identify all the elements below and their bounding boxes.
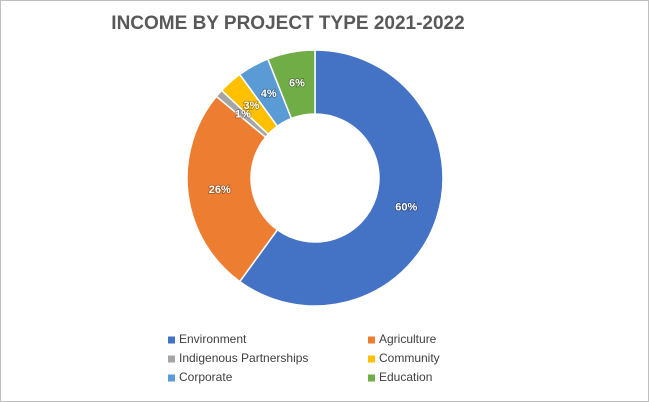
data-label: 6% — [289, 78, 305, 90]
chart-title: INCOME BY PROJECT TYPE 2021-2022 — [111, 13, 464, 34]
legend-label: Indigenous Partnerships — [179, 351, 308, 365]
legend-marker — [168, 374, 175, 382]
legend-marker — [368, 336, 375, 344]
data-label: 60% — [395, 202, 417, 214]
donut-slice — [266, 49, 316, 120]
data-label: 26% — [209, 184, 231, 196]
data-label: 3% — [244, 100, 260, 112]
legend-label: Community — [379, 351, 440, 365]
legend-marker — [168, 336, 175, 344]
legend-label: Corporate — [179, 370, 233, 384]
legend-label: Environment — [179, 332, 247, 346]
legend-label: Education — [379, 370, 432, 384]
donut-slice — [238, 49, 444, 307]
legend-label: Agriculture — [379, 332, 437, 346]
data-label: 4% — [261, 88, 277, 100]
data-label: 1% — [235, 108, 251, 120]
legend-marker — [368, 374, 375, 382]
legend-marker — [168, 355, 175, 363]
donut-slice — [186, 95, 279, 283]
legend-marker — [368, 355, 375, 363]
